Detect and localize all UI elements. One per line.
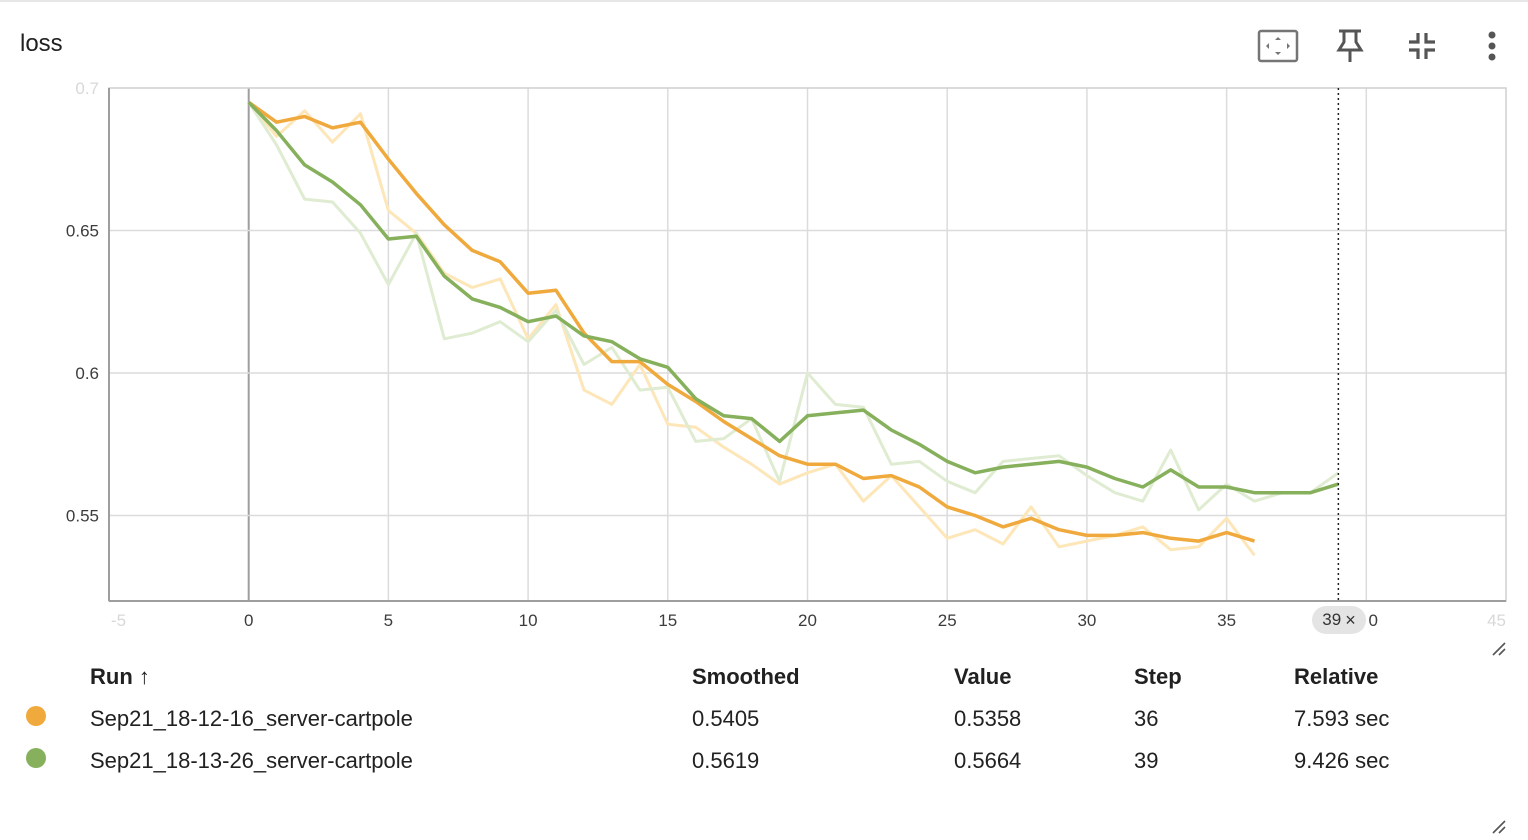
step-column-header[interactable]: Step	[1134, 664, 1182, 689]
resize-handle-icon[interactable]	[1490, 818, 1506, 834]
chart-series	[247, 88, 1340, 601]
raw-series-line	[247, 101, 1340, 512]
card-top-border	[0, 0, 1528, 2]
relative-time: 7.593 sec	[1294, 706, 1390, 731]
collapse-icon	[1409, 33, 1435, 59]
x-tick-label: 5	[384, 611, 393, 630]
x-tick-label: 10	[519, 611, 538, 630]
step-value: 36	[1134, 706, 1159, 731]
x-tick-label: 0	[1369, 611, 1378, 630]
run-name: Sep21_18-12-16_server-cartpole	[90, 706, 413, 731]
y-tick-label: 0.6	[75, 364, 99, 383]
y-tick-label: 0.65	[66, 222, 99, 241]
legend-row: Sep21_18-12-16_server-cartpole 0.5405 0.…	[0, 698, 1494, 740]
chart-axes	[108, 87, 1507, 602]
raw-value: 0.5358	[954, 706, 1022, 731]
legend-color-column	[0, 656, 90, 698]
sort-arrow-icon: ↑	[138, 664, 150, 689]
run-name: Sep21_18-13-26_server-cartpole	[90, 748, 413, 773]
run-column-header[interactable]: Run ↑	[90, 664, 150, 689]
run-color-dot	[26, 748, 46, 768]
raw-value: 0.5664	[954, 748, 1022, 773]
chart-tick-labels: -5 0 5 10 15 20 25 30 35 0 45 0.55 0.6 0.65 0.7	[66, 80, 1506, 630]
hover-step-value: 39	[1322, 610, 1342, 629]
smoothed-value: 0.5619	[692, 748, 760, 773]
x-tick-label: 25	[938, 611, 957, 630]
smoothed-value: 0.5405	[692, 706, 760, 731]
resize-handle-icon[interactable]	[1490, 640, 1506, 656]
run-legend-table: Run ↑ Smoothed Value Step Relative Sep21…	[0, 656, 1494, 782]
pin-icon	[1336, 29, 1364, 62]
fit-domain-button[interactable]	[1256, 24, 1300, 68]
smoothed-series-line	[247, 100, 1256, 543]
value-column-header[interactable]: Value	[954, 664, 1012, 689]
more-options-button[interactable]	[1470, 24, 1514, 68]
x-tick-label: 15	[658, 611, 677, 630]
relative-time: 9.426 sec	[1294, 748, 1390, 773]
step-value: 39	[1134, 748, 1159, 773]
relative-column-header[interactable]: Relative	[1294, 664, 1379, 689]
collapse-button[interactable]	[1400, 24, 1444, 68]
x-tick-label: 45	[1487, 611, 1506, 630]
hover-step-chip: 39 ×	[1312, 606, 1366, 634]
more-vert-icon	[1488, 31, 1496, 61]
x-tick-label: -5	[111, 611, 126, 630]
x-tick-label: 0	[244, 611, 253, 630]
loss-line-chart[interactable]: -5 0 5 10 15 20 25 30 35 0 45 0.55 0.6 0.65 0.7	[0, 80, 1528, 640]
y-tick-label: 0.7	[75, 80, 99, 98]
smoothed-series-line	[247, 101, 1339, 495]
run-color-dot	[26, 706, 46, 726]
legend-header-row: Run ↑ Smoothed Value Step Relative	[0, 656, 1494, 698]
close-icon[interactable]: ×	[1345, 609, 1356, 630]
x-tick-label: 20	[798, 611, 817, 630]
x-tick-label: 30	[1077, 611, 1096, 630]
y-tick-label: 0.55	[66, 507, 99, 526]
legend-row: Sep21_18-13-26_server-cartpole 0.5619 0.…	[0, 740, 1494, 782]
fit-to-screen-icon	[1257, 29, 1299, 63]
chart-card-title: loss	[20, 30, 63, 57]
pin-button[interactable]	[1328, 24, 1372, 68]
smoothed-column-header[interactable]: Smoothed	[692, 664, 800, 689]
x-tick-label: 35	[1217, 611, 1236, 630]
chart-gridlines	[109, 88, 1506, 601]
